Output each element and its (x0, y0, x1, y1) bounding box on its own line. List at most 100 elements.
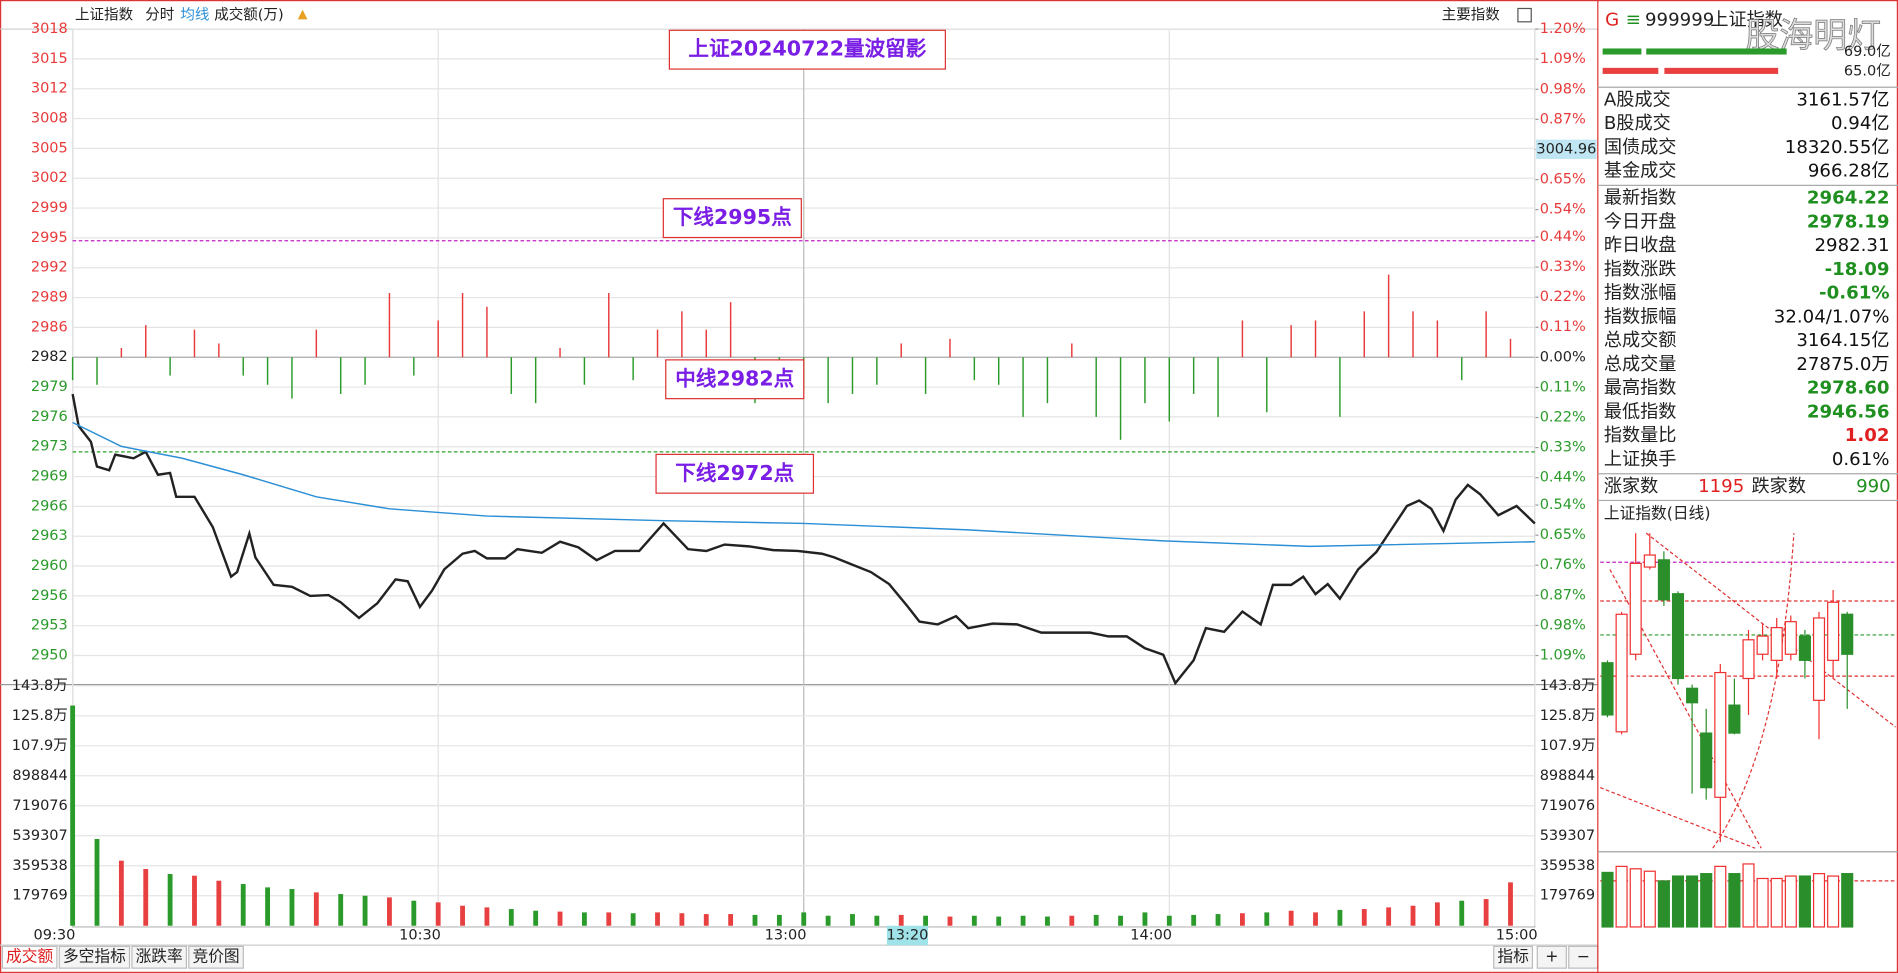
tool-button[interactable] (1536, 945, 1567, 969)
mode-tab[interactable]: 分时 (145, 7, 174, 24)
annotation: 下线2972点 (675, 461, 794, 485)
row-value: 3164.15亿 (1796, 330, 1889, 351)
volume-bar (630, 913, 636, 926)
volume-bar (752, 914, 758, 926)
amount-label: 69.0亿 (1844, 43, 1891, 60)
tab-label[interactable]: 成交额 (6, 947, 53, 966)
volume-bar (1386, 907, 1392, 926)
x-tick-label: 10:30 (399, 927, 441, 943)
volume-bar (533, 910, 539, 926)
tab[interactable] (1, 945, 58, 969)
tool-label[interactable]: − (1577, 947, 1590, 966)
y2-tick-label: 0.65% (1540, 172, 1586, 188)
y2-tick-label: 0.87% (1540, 111, 1586, 127)
amount-bar (1602, 48, 1642, 55)
tab-label[interactable]: 涨跌率 (136, 947, 183, 966)
row-value: 32.04/1.07% (1774, 306, 1890, 327)
volume-bar (387, 897, 392, 926)
intraday-chart: 3018 3015 3012 3008 3005 3002 2999 2995 2992 2989… (0, 21, 1598, 946)
y-tick-label: 125.8万 (12, 708, 68, 724)
volume-title: 成交额(万) (214, 6, 283, 24)
volume-bar (606, 912, 612, 926)
y2-tick-label: 125.8万 (1540, 708, 1596, 724)
y2-tick-label: 179769 (1540, 888, 1595, 904)
amount-bar (1664, 67, 1779, 74)
y2-tick-label: 0.22% (1540, 289, 1586, 305)
up-label: 涨家数 (1604, 476, 1658, 497)
volume-bar (1191, 914, 1197, 926)
toggle-icon[interactable] (1517, 7, 1532, 23)
cursor-y-label: 3004.96 (1536, 141, 1596, 157)
y-tick-label: 2973 (31, 439, 68, 455)
x-tick-label: 14:00 (1130, 927, 1172, 943)
candle-body (1615, 613, 1628, 733)
tab[interactable] (188, 945, 244, 969)
row-value: 2946.56 (1807, 401, 1890, 422)
daily-volume-bar (1700, 873, 1713, 928)
volume-bar (94, 838, 100, 926)
row-label: B股成交 (1604, 113, 1671, 134)
tab[interactable] (58, 945, 131, 969)
amount-bar (1602, 67, 1659, 74)
candle-body (1812, 617, 1826, 701)
volume-bar (1434, 902, 1440, 926)
volume-bar (265, 887, 271, 926)
y-tick-label: 898844 (12, 768, 67, 784)
volume-bar (850, 914, 855, 926)
cursor-x-tag (886, 925, 929, 946)
daily-volume-bar (1812, 873, 1826, 928)
volume-bar (460, 905, 465, 926)
y2-tick-label: 0.98% (1540, 617, 1586, 633)
row-value: 966.28亿 (1808, 160, 1890, 181)
x-tick-label: 13:00 (765, 927, 807, 943)
y-tick-label: 3015 (31, 51, 68, 67)
code: 999999 (1645, 10, 1714, 31)
volume-bar (1508, 882, 1513, 926)
tool-label[interactable]: 指标 (1497, 947, 1529, 966)
x-tick-label: 09:30 (34, 927, 76, 943)
y-tick-label: 2956 (31, 588, 68, 604)
y-tick-label: 2976 (31, 409, 68, 425)
row-value: 18320.55亿 (1785, 137, 1890, 158)
tool-button[interactable] (1493, 945, 1534, 969)
volume-bar (1239, 913, 1245, 926)
candle-body (1700, 732, 1713, 789)
tab-label[interactable]: 竞价图 (192, 947, 239, 966)
row-label: 最低指数 (1604, 401, 1677, 422)
volume-bar (1361, 909, 1367, 926)
daily-volume-bar (1728, 873, 1741, 928)
avg-legend: 均线 (180, 7, 209, 24)
volume-bar (776, 914, 782, 926)
row-label: 指数量比 (1604, 425, 1677, 446)
volume-bar (581, 912, 587, 926)
trend-line (1600, 787, 1756, 849)
y2-tick-label: 0.54% (1540, 497, 1586, 513)
main-index-button[interactable]: 主要指数 (1442, 7, 1501, 24)
row-value: -0.61% (1819, 283, 1889, 304)
tool-label[interactable]: + (1545, 947, 1558, 966)
tab-label[interactable]: 多空指标 (63, 947, 126, 966)
y2-tick-label: 0.87% (1540, 587, 1586, 603)
volume-bar (1337, 909, 1343, 926)
y2-tick-label: 0.22% (1540, 410, 1586, 426)
y2-tick-label: 0.11% (1540, 319, 1586, 335)
volume-bar (1045, 916, 1050, 926)
volume-bar (143, 869, 149, 926)
row-label: 总成交额 (1604, 330, 1677, 351)
candle-body (1657, 559, 1670, 601)
volume-bar (1264, 912, 1270, 926)
y-tick-label: 359538 (12, 858, 67, 874)
index-name: 上证指数 (1710, 10, 1783, 31)
volume-bar (289, 889, 295, 926)
y-tick-label: 2960 (31, 558, 68, 574)
amount-label: 65.0亿 (1844, 62, 1891, 79)
y-tick-label: 2963 (31, 528, 68, 544)
row-value: 2978.60 (1807, 378, 1890, 399)
y-tick-label: 2999 (31, 200, 68, 216)
y-tick-label: 719076 (12, 798, 67, 814)
candle-body (1629, 562, 1642, 655)
annotation: 下线2995点 (673, 205, 792, 229)
tab[interactable] (131, 945, 188, 969)
row-label: 指数涨跌 (1604, 259, 1677, 280)
chart-title: 上证20240722量波留影 (688, 37, 926, 61)
